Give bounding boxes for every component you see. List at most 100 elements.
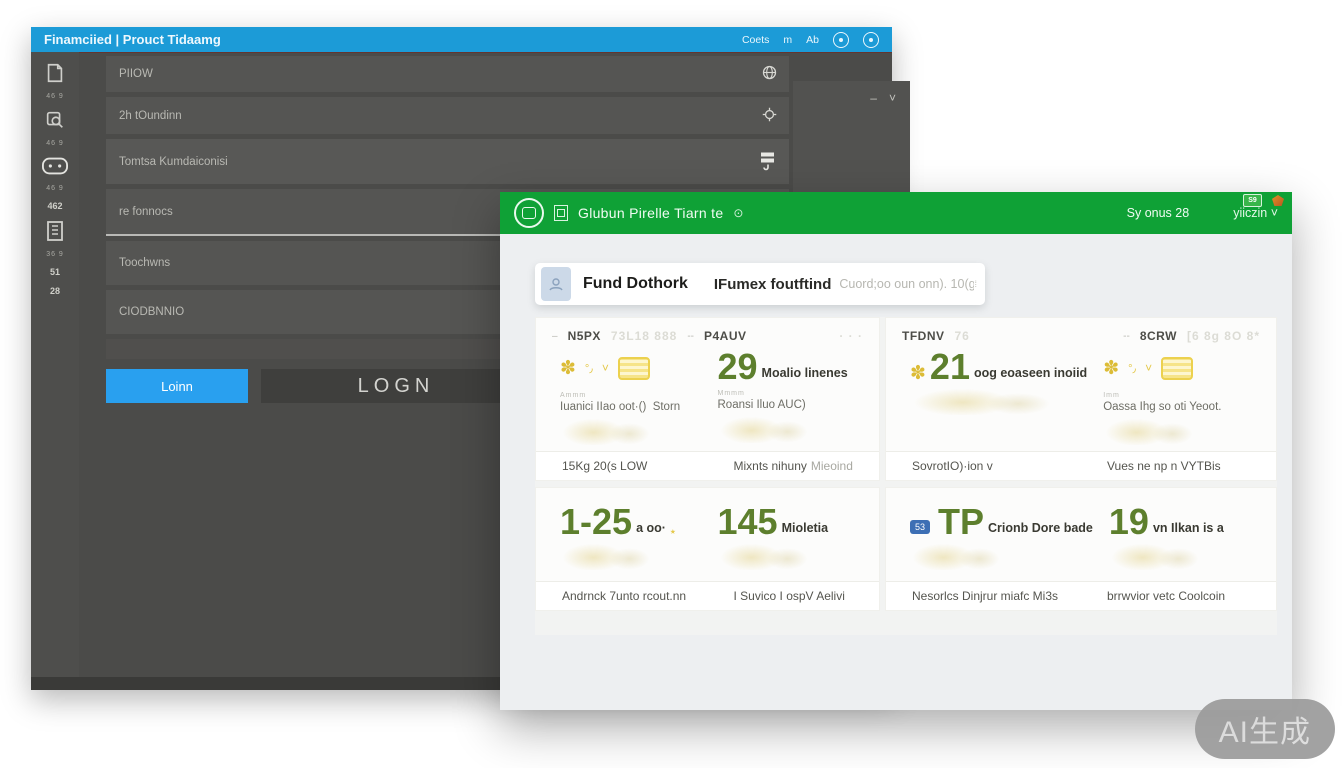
account-icon[interactable] bbox=[863, 31, 879, 48]
field-credentials[interactable]: Tomtsa Kumdaiconisi bbox=[106, 139, 789, 184]
logn-button[interactable]: LOGN bbox=[261, 369, 531, 403]
sidebar-caption: 46 9 bbox=[46, 185, 64, 192]
stat-cell: ✽ 21 oog eoaseen inoiid bbox=[900, 347, 1093, 451]
sidebar-count: 462 bbox=[47, 201, 63, 211]
login-button[interactable]: Loinn bbox=[106, 369, 248, 403]
info-badge-icon[interactable]: ⊙ bbox=[733, 206, 744, 220]
field-label: CIODBNNIO bbox=[119, 306, 185, 318]
sketch-thumbnail bbox=[560, 542, 656, 571]
status-text: Sy onus 28 bbox=[1126, 206, 1190, 220]
tab-n5px[interactable]: N5PX bbox=[567, 329, 601, 343]
stat-cell: ✽ °٫ ˅ Ammm Iuanici IIao oot·() Storn bbox=[550, 347, 708, 451]
stat-card-top-right: TFDNV 76 -- 8CRW [6 8g 8O 8* ✽ 21 oog eo… bbox=[885, 317, 1277, 481]
stat-cell: 29 Moalio linenes Mmmm Roansi Iluo AUC) bbox=[708, 347, 866, 451]
tiny-caption: Ammm bbox=[560, 392, 587, 399]
drag-handle-icon[interactable]: ⁞ bbox=[974, 278, 977, 289]
stat-card-bottom-left: 1-25 a oo· ٭ 145 Mioletia Andrnck 7unto … bbox=[535, 487, 880, 611]
search-avatar bbox=[541, 267, 571, 301]
footer-link[interactable]: Mixnts nihuny Mieoind bbox=[733, 459, 853, 473]
sketch-thumbnail bbox=[1108, 542, 1205, 571]
titlebar-text-3[interactable]: Ab bbox=[806, 33, 819, 46]
extension-badge[interactable]: S9 bbox=[1243, 194, 1262, 207]
user-menu[interactable]: yiiczin ˅ bbox=[1233, 206, 1278, 220]
back-right-panel: – ˅ bbox=[793, 81, 910, 214]
stat-value: 29 bbox=[717, 346, 758, 387]
fund-search-bar[interactable]: Fund Dothork IFumex foutftind Cuord;oo o… bbox=[535, 263, 985, 305]
stat-card-top-left: – N5PX 73L18 888 -- P4AUV · · · ✽ °٫ ˅ A… bbox=[535, 317, 880, 481]
document-icon[interactable] bbox=[44, 62, 66, 84]
plant-icon: ✽ bbox=[910, 363, 926, 385]
stat-label: Oassa Ihg so oti Yeoot. bbox=[1103, 401, 1222, 413]
footer-link[interactable]: I Suvico I ospV Aelivi bbox=[733, 589, 845, 603]
sidebar-caption: 46 9 bbox=[46, 140, 64, 147]
stat-cell: 1-25 a oo· ٭ bbox=[550, 502, 708, 581]
chevron-down-icon[interactable]: ˅ bbox=[888, 91, 896, 105]
field-label: re fonnocs bbox=[119, 205, 173, 218]
chevron-down-icon: ˅ bbox=[1145, 361, 1153, 375]
sketch-thumbnail bbox=[910, 387, 1060, 416]
sketch-thumbnail bbox=[560, 417, 656, 445]
stat-label: Roansi Iluo AUC) bbox=[717, 399, 806, 412]
gear-icon[interactable] bbox=[762, 107, 777, 125]
field-funding[interactable]: 2h tOundinn bbox=[106, 97, 789, 134]
gamepad-icon[interactable] bbox=[42, 156, 68, 176]
stat-suffix: Crionb Dore bade bbox=[988, 521, 1093, 536]
footer-link[interactable]: SovrotIO)·ion v bbox=[912, 459, 993, 473]
back-window-title: Finamciied | Prouct Tidaamg bbox=[44, 32, 221, 47]
tiny-caption: Mmmm bbox=[717, 390, 745, 398]
ai-generated-watermark: AI生成 bbox=[1194, 699, 1335, 759]
browser-extension-icon[interactable] bbox=[1272, 195, 1284, 206]
faded-figure: 76 bbox=[954, 329, 970, 343]
building-icon[interactable] bbox=[45, 220, 65, 242]
sketch-thumbnail bbox=[717, 542, 814, 571]
back-titlebar: Finamciied | Prouct Tidaamg Coets m Ab bbox=[31, 27, 892, 52]
footer-link[interactable]: Vues ne np n VYTBis bbox=[1107, 459, 1221, 473]
titlebar-text-1[interactable]: Coets bbox=[741, 33, 770, 46]
field-label: Toochwns bbox=[119, 257, 171, 269]
front-titlebar: Glubun Pirelle Tiarn te ⊙ Sy onus 28 yii… bbox=[500, 192, 1292, 234]
stat-value: 19 bbox=[1108, 501, 1149, 542]
stat-suffix: Moalio linenes bbox=[761, 366, 848, 381]
stat-value: 1-25 bbox=[560, 501, 633, 542]
plant-icon: ✽ bbox=[560, 357, 576, 379]
dash-glyph: -- bbox=[1123, 330, 1130, 342]
footer-link[interactable]: brrwvior vetc Coolcoin bbox=[1107, 589, 1226, 603]
footer-link[interactable]: 15Kg 20(s LOW bbox=[562, 459, 648, 473]
sidebar-count: 51 bbox=[49, 267, 60, 277]
field-pilow[interactable]: PIIOW bbox=[106, 56, 789, 92]
count-badge: 53 bbox=[910, 520, 930, 535]
tab-tfdnv[interactable]: TFDNV bbox=[902, 329, 945, 343]
back-sidebar: 46 9 46 9 46 9 462 36 9 51 28 bbox=[31, 52, 79, 690]
search-query-text[interactable]: IFumex foutftind bbox=[713, 275, 832, 293]
globe-icon[interactable] bbox=[762, 65, 777, 83]
search-doc-icon[interactable] bbox=[44, 109, 66, 131]
stat-cell: ✽ °٫ ˅ Imm Oassa Ihg so oti Yeoot. bbox=[1093, 347, 1262, 451]
tab-8crw[interactable]: 8CRW bbox=[1139, 329, 1177, 343]
stat-suffix: vn Ilkan is a bbox=[1152, 521, 1224, 536]
sidebar-caption: 46 9 bbox=[46, 93, 64, 100]
stat-suffix: oog eoaseen inoiid bbox=[973, 366, 1088, 381]
more-dots-icon[interactable]: · · · bbox=[839, 329, 863, 343]
titlebar-text-2[interactable]: m bbox=[783, 33, 793, 46]
stat-cell: 53 TP Crionb Dore bade bbox=[900, 502, 1099, 581]
field-label: Tomtsa Kumdaiconisi bbox=[119, 155, 228, 168]
droplet-icon: °٫ bbox=[584, 362, 593, 375]
card-reader-icon[interactable] bbox=[759, 150, 777, 173]
chevron-down-icon: ˅ bbox=[601, 361, 609, 375]
tab-p4auv[interactable]: P4AUV bbox=[703, 329, 747, 343]
dash-glyph: -- bbox=[687, 330, 694, 342]
eye-icon[interactable] bbox=[833, 31, 849, 48]
minimize-glyph[interactable]: – bbox=[870, 91, 877, 105]
search-placeholder[interactable]: Cuord;oo oun onn). 10(gjvi. bbox=[839, 277, 975, 291]
footer-link[interactable]: Nesorlcs Dinjrur miafc Mi3s bbox=[912, 589, 1059, 603]
footer-link[interactable]: Andrnck 7unto rcout.nn bbox=[562, 589, 687, 603]
front-window-title: Glubun Pirelle Tiarn te bbox=[578, 205, 724, 221]
sidebar-count: 28 bbox=[49, 286, 60, 296]
grid-icon[interactable] bbox=[554, 205, 568, 221]
faded-figure: 73L18 888 bbox=[610, 329, 678, 343]
fund-dashboard-window: Glubun Pirelle Tiarn te ⊙ Sy onus 28 yii… bbox=[500, 192, 1292, 710]
droplet-icon: °٫ bbox=[1128, 362, 1137, 375]
faded-figure: [6 8g 8O 8* bbox=[1186, 329, 1260, 343]
brand-label: Fund Dothork bbox=[583, 275, 688, 292]
stat-suffix: Mioletia bbox=[781, 521, 829, 536]
